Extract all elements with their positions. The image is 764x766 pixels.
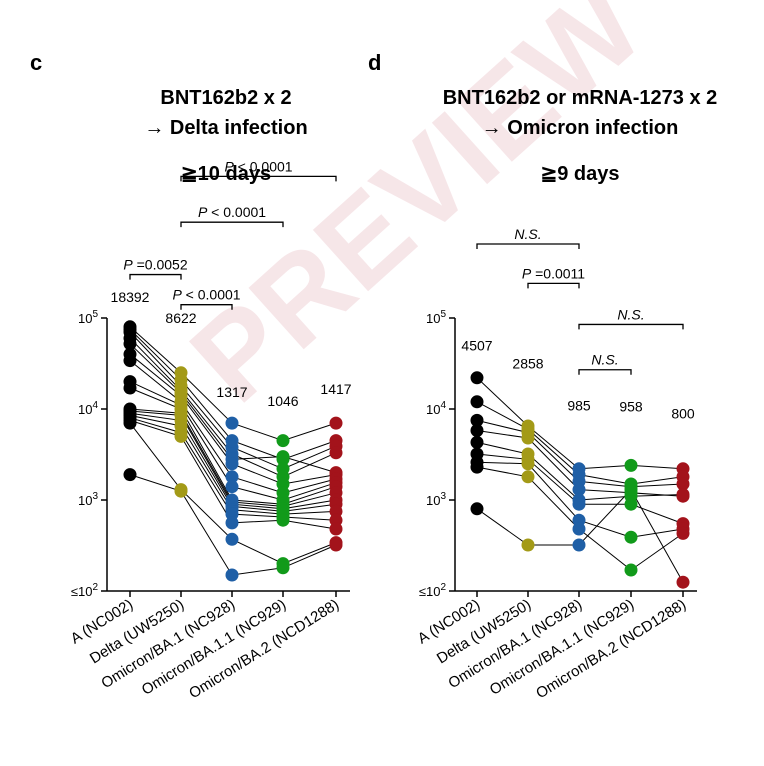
p0-data-point bbox=[225, 516, 239, 530]
panel-d-subtitle: → Omicron infection bbox=[482, 117, 679, 139]
p1-comparison-label: P =0.0011 bbox=[522, 265, 585, 281]
p1-geomean-label: 4507 bbox=[461, 337, 492, 353]
p0-data-point bbox=[225, 416, 239, 430]
p1-data-point bbox=[470, 395, 484, 409]
p0-comparison-bracket bbox=[180, 221, 284, 228]
p0-geomean-label: 18392 bbox=[111, 289, 150, 305]
p1-data-point bbox=[676, 526, 690, 540]
p1-data-point bbox=[572, 522, 586, 536]
p1-data-point bbox=[624, 497, 638, 511]
p1-data-point bbox=[624, 530, 638, 544]
p0-data-point bbox=[329, 538, 343, 552]
p1-data-point bbox=[624, 563, 638, 577]
p0-data-point bbox=[276, 513, 290, 527]
p0-data-point bbox=[329, 446, 343, 460]
p1-data-point bbox=[470, 413, 484, 427]
p1-data-point bbox=[572, 538, 586, 552]
panel-c-label: c bbox=[30, 50, 42, 75]
p0-data-point bbox=[174, 484, 188, 498]
p0-data-point bbox=[123, 416, 137, 430]
panel-c: c BNT162b2 x 2 → Delta infection ≧10 day… bbox=[30, 50, 352, 702]
p0-y-tick-label: 103 bbox=[78, 491, 98, 508]
p1-comparison-bracket bbox=[578, 369, 632, 375]
p0-data-point bbox=[276, 434, 290, 448]
p1-data-point bbox=[572, 483, 586, 497]
panel-d-time-label: ≧9 days bbox=[540, 163, 619, 185]
panel-c-time-label: ≧10 days bbox=[181, 163, 271, 185]
p0-y-tick-label: 105 bbox=[78, 309, 98, 326]
p0-comparison-bracket bbox=[129, 273, 182, 280]
panel-c-title: BNT162b2 x 2 bbox=[160, 87, 291, 109]
panel-d-title: BNT162b2 or mRNA-1273 x 2 bbox=[443, 87, 718, 109]
p0-geomean-label: 8622 bbox=[165, 310, 196, 326]
p1-data-point bbox=[470, 435, 484, 449]
p0-comparison-label: P < 0.0001 bbox=[198, 204, 266, 220]
p1-geomean-label: 2858 bbox=[512, 355, 543, 371]
p0-data-point bbox=[276, 561, 290, 575]
panel-c-subtitle: → Delta infection bbox=[144, 117, 307, 139]
p0-comparison-label: P < 0.0001 bbox=[172, 287, 240, 303]
p1-data-point bbox=[470, 460, 484, 474]
p0-geomean-label: 1417 bbox=[320, 381, 351, 397]
p0-data-point bbox=[123, 468, 137, 482]
p1-data-point bbox=[521, 538, 535, 552]
p1-data-point bbox=[521, 457, 535, 471]
p0-y-tick-label: 104 bbox=[78, 400, 98, 417]
p1-data-point bbox=[624, 483, 638, 497]
p1-y-tick-label: 103 bbox=[426, 491, 446, 508]
p1-data-point bbox=[676, 575, 690, 589]
p1-data-point bbox=[676, 488, 690, 501]
p0-comparison-bracket bbox=[180, 304, 233, 310]
p1-data-point bbox=[521, 470, 535, 484]
p1-data-point bbox=[470, 502, 484, 516]
p1-comparison-bracket bbox=[527, 282, 580, 289]
p0-comparison-bracket bbox=[180, 175, 337, 182]
p0-data-point bbox=[329, 416, 343, 430]
p1-data-point bbox=[624, 458, 638, 472]
p0-data-point bbox=[225, 532, 239, 546]
p1-y-tick-label: 105 bbox=[426, 309, 446, 326]
p1-comparison-bracket bbox=[476, 243, 580, 250]
p1-geomean-label: 985 bbox=[567, 398, 591, 414]
p1-subject-line bbox=[476, 377, 684, 470]
p1-comparison-label: N.S. bbox=[591, 352, 618, 368]
p0-data-point bbox=[225, 480, 239, 494]
p1-geomean-label: 800 bbox=[671, 405, 695, 421]
p0-data-point bbox=[225, 470, 239, 484]
p1-comparison-bracket bbox=[578, 323, 684, 330]
p1-data-point bbox=[470, 371, 484, 385]
p0-comparison-label: P =0.0052 bbox=[123, 257, 187, 273]
p1-comparison-label: N.S. bbox=[514, 226, 541, 242]
p1-data-point bbox=[572, 497, 586, 511]
p0-data-point bbox=[225, 568, 239, 582]
p1-geomean-label: 958 bbox=[619, 398, 643, 414]
p0-data-point bbox=[225, 457, 239, 471]
p0-data-point bbox=[174, 429, 188, 443]
p1-comparison-label: N.S. bbox=[617, 306, 644, 322]
p1-data-point bbox=[676, 477, 690, 491]
p0-data-point bbox=[123, 337, 137, 351]
p0-y-tick-label: ≤102 bbox=[71, 582, 99, 599]
p0-data-point bbox=[329, 522, 343, 536]
p1-y-tick-label: ≤102 bbox=[419, 582, 447, 599]
p0-comparison-label: P < 0.0001 bbox=[224, 158, 292, 174]
p1-data-point bbox=[521, 431, 535, 445]
panel-d-label: d bbox=[368, 50, 381, 75]
p0-geomean-label: 1317 bbox=[216, 384, 247, 400]
p1-y-tick-label: 104 bbox=[426, 400, 446, 417]
p0-data-point bbox=[123, 354, 137, 368]
p0-data-point bbox=[276, 450, 290, 464]
p0-data-point bbox=[123, 381, 137, 395]
p0-geomean-label: 1046 bbox=[267, 393, 298, 409]
p1-data-point bbox=[470, 424, 484, 437]
